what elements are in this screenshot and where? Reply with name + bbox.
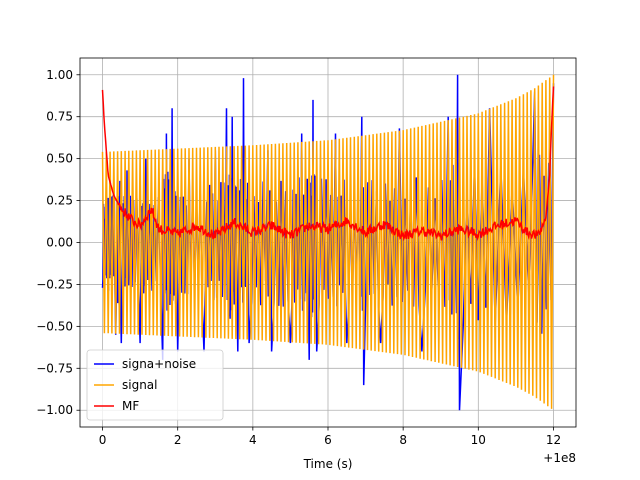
legend-label: MF: [122, 399, 139, 413]
x-tick-label: 4: [249, 433, 257, 447]
x-tick-label: 0: [99, 433, 107, 447]
x-tick-label: 2: [174, 433, 182, 447]
x-tick-label: 6: [324, 433, 332, 447]
legend: signa+noise signal MF: [86, 349, 224, 421]
y-tick-label: 0.00: [46, 236, 73, 250]
legend-label: signal: [122, 378, 158, 392]
series-line-mf: [101, 86, 555, 242]
y-tick-label: −0.50: [36, 319, 73, 333]
y-tick-label: 0.50: [46, 152, 73, 166]
plot-area: [101, 74, 555, 411]
x-axis-label: Time (s): [303, 457, 353, 471]
y-axis: −1.00 −0.75 −0.50 −0.25 0.00 0.25 0.50 0.75 1.00: [36, 68, 80, 417]
legend-label: signa+noise: [122, 357, 196, 371]
legend-box: [86, 349, 224, 421]
x-axis: 0 2 4 6 8 10 12: [99, 427, 561, 447]
y-tick-label: −0.25: [36, 277, 73, 291]
series-line-signal: [101, 74, 555, 409]
x-offset-label: +1e8: [543, 451, 576, 465]
y-tick-label: 1.00: [46, 68, 73, 82]
y-tick-label: 0.75: [46, 110, 73, 124]
y-tick-label: −0.75: [36, 361, 73, 375]
x-tick-label: 12: [546, 433, 561, 447]
x-tick-label: 8: [399, 433, 407, 447]
y-tick-label: 0.25: [46, 194, 73, 208]
y-tick-label: −1.00: [36, 403, 73, 417]
x-tick-label: 10: [471, 433, 486, 447]
